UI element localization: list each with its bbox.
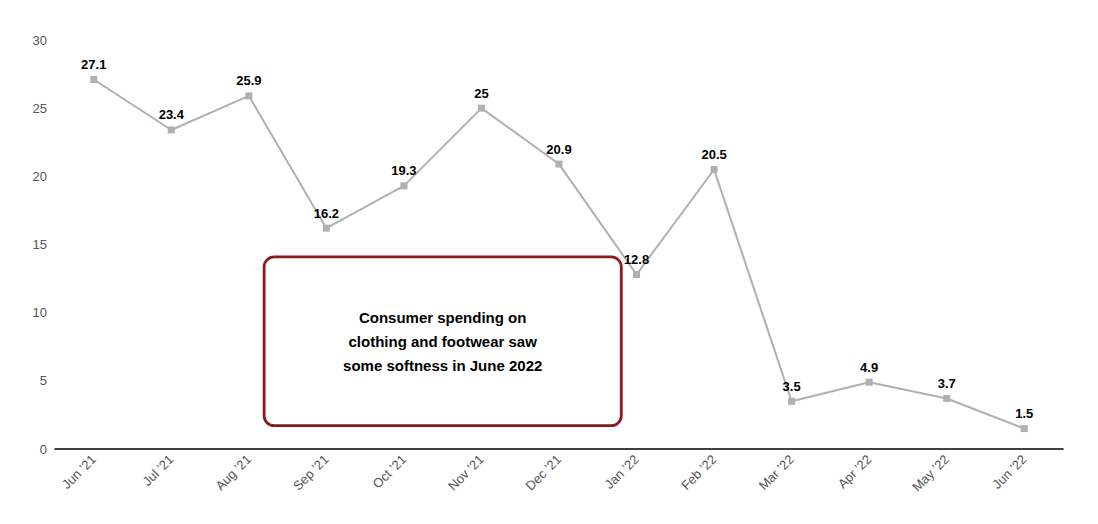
svg-text:Jan ’22: Jan ’22 xyxy=(602,452,642,492)
svg-text:Jun ’22: Jun ’22 xyxy=(989,452,1029,492)
svg-text:10: 10 xyxy=(33,305,47,320)
svg-text:3.7: 3.7 xyxy=(938,376,956,391)
svg-text:25.9: 25.9 xyxy=(236,73,261,88)
svg-text:20.9: 20.9 xyxy=(546,142,571,157)
svg-text:16.2: 16.2 xyxy=(314,206,339,221)
svg-text:25: 25 xyxy=(474,86,488,101)
svg-text:Apr ’22: Apr ’22 xyxy=(835,452,875,492)
svg-text:Consumer spending on: Consumer spending on xyxy=(359,309,527,326)
svg-text:12.8: 12.8 xyxy=(624,252,649,267)
svg-text:27.1: 27.1 xyxy=(81,57,106,72)
svg-text:20: 20 xyxy=(33,169,47,184)
svg-text:May ’22: May ’22 xyxy=(909,452,952,495)
svg-text:4.9: 4.9 xyxy=(860,360,878,375)
svg-text:3.5: 3.5 xyxy=(783,379,801,394)
svg-text:Aug ’21: Aug ’21 xyxy=(212,452,254,494)
svg-text:30: 30 xyxy=(33,33,47,48)
svg-text:Jun ’21: Jun ’21 xyxy=(59,452,99,492)
svg-text:Feb ’22: Feb ’22 xyxy=(678,452,719,493)
svg-text:20.5: 20.5 xyxy=(701,147,726,162)
svg-text:Dec ’21: Dec ’21 xyxy=(523,452,565,494)
svg-text:clothing and footwear saw: clothing and footwear saw xyxy=(349,333,538,350)
svg-text:23.4: 23.4 xyxy=(159,107,185,122)
svg-text:Oct ’21: Oct ’21 xyxy=(370,452,410,492)
svg-text:1.5: 1.5 xyxy=(1015,406,1033,421)
svg-text:Sep ’21: Sep ’21 xyxy=(290,452,332,494)
svg-text:Mar ’22: Mar ’22 xyxy=(756,452,797,493)
svg-text:Jul ’21: Jul ’21 xyxy=(139,452,176,489)
svg-text:some softness in June 2022: some softness in June 2022 xyxy=(343,357,542,374)
svg-text:19.3: 19.3 xyxy=(391,163,416,178)
svg-text:Nov ’21: Nov ’21 xyxy=(445,452,487,494)
svg-text:25: 25 xyxy=(33,101,47,116)
svg-text:15: 15 xyxy=(33,237,47,252)
svg-text:5: 5 xyxy=(40,373,47,388)
svg-text:0: 0 xyxy=(40,442,47,457)
